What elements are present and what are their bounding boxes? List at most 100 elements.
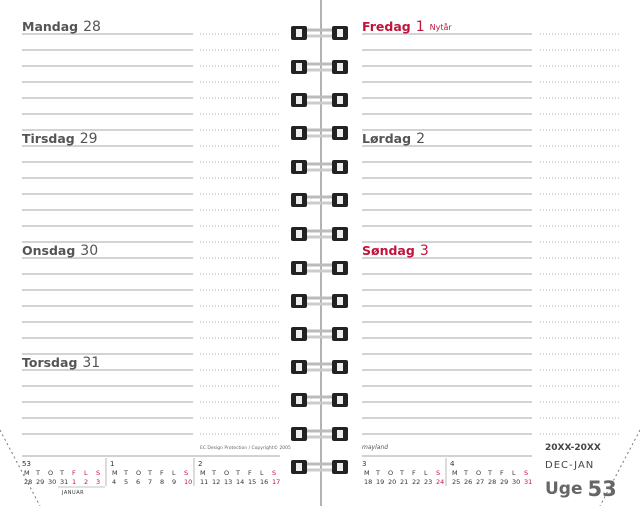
- date: 12: [212, 478, 220, 486]
- weekday-letter: F: [412, 469, 416, 477]
- weekday-letter: L: [172, 469, 176, 477]
- day-number: 29: [80, 131, 98, 147]
- date: 28: [488, 478, 496, 486]
- cut-line: [599, 429, 640, 506]
- date: 4: [112, 478, 116, 486]
- copyright: EC Design Protection / Copyright© 2005: [200, 444, 291, 451]
- date: 27: [476, 478, 484, 486]
- weekday-letter: O: [388, 469, 393, 477]
- date: 21: [400, 478, 408, 486]
- day-number: 30: [80, 243, 98, 259]
- ring-wire: [296, 330, 302, 338]
- day-note: Nytår: [430, 22, 453, 32]
- weekday-letter: T: [487, 469, 492, 477]
- date: 8: [160, 478, 164, 486]
- weekday-letter: M: [24, 469, 30, 477]
- date: 13: [224, 478, 232, 486]
- weekday-letter: T: [211, 469, 216, 477]
- ring-wire: [296, 129, 302, 137]
- date: 23: [424, 478, 432, 486]
- weekday-letter: T: [399, 469, 404, 477]
- week-label: 3: [362, 460, 366, 468]
- ring-wire: [337, 297, 343, 305]
- weekday-letter: T: [123, 469, 128, 477]
- day-name: Lørdag: [362, 131, 411, 146]
- week-label: 4: [450, 460, 455, 468]
- ring-wire: [337, 230, 343, 238]
- ring-wire: [337, 129, 343, 137]
- date: 20: [388, 478, 396, 486]
- day-name: Mandag: [22, 19, 78, 34]
- weekday-letter: L: [260, 469, 264, 477]
- date: 24: [436, 478, 444, 486]
- date: 2: [84, 478, 88, 486]
- date: 11: [200, 478, 208, 486]
- weekday-letter: S: [272, 469, 276, 477]
- weekday-letter: M: [364, 469, 370, 477]
- date: 31: [524, 478, 532, 486]
- ring-wire: [296, 163, 302, 171]
- ring-wire: [337, 163, 343, 171]
- date: 26: [464, 478, 472, 486]
- weekday-letter: F: [500, 469, 504, 477]
- ring-wire: [337, 63, 343, 71]
- date: 29: [36, 478, 44, 486]
- ring-wire: [296, 396, 302, 404]
- day-name: Torsdag: [22, 355, 77, 370]
- weekday-letter: T: [59, 469, 64, 477]
- date: 29: [500, 478, 508, 486]
- weekday-letter: O: [476, 469, 481, 477]
- day-name: Søndag: [362, 243, 415, 258]
- ring-wire: [337, 196, 343, 204]
- ring-wire: [337, 363, 343, 371]
- date: 5: [124, 478, 128, 486]
- ruled-lines: [22, 33, 620, 435]
- date: 30: [48, 478, 56, 486]
- ring-wire: [337, 330, 343, 338]
- weekday-letter: T: [235, 469, 240, 477]
- weekday-letter: T: [35, 469, 40, 477]
- ring-wire: [337, 96, 343, 104]
- day-number: 31: [82, 355, 100, 371]
- date: 31: [60, 478, 68, 486]
- week-label: 53: [22, 460, 31, 468]
- date: 3: [96, 478, 100, 486]
- date: 19: [376, 478, 384, 486]
- ring-wire: [337, 396, 343, 404]
- weekday-letter: T: [463, 469, 468, 477]
- weekday-letter: L: [424, 469, 428, 477]
- weekday-letter: S: [96, 469, 100, 477]
- weekday-letter: L: [84, 469, 88, 477]
- spiral-binding: [291, 26, 348, 474]
- weekday-letter: S: [436, 469, 440, 477]
- ring-wire: [296, 96, 302, 104]
- brand: mayland: [362, 444, 388, 451]
- month-label: JANUAR: [61, 490, 84, 496]
- years: 20XX-20XX: [545, 443, 601, 453]
- cut-line: [0, 429, 41, 506]
- date: 15: [248, 478, 256, 486]
- date: 30: [512, 478, 520, 486]
- date: 28: [24, 478, 32, 486]
- weekday-letter: T: [375, 469, 380, 477]
- weekday-letter: S: [524, 469, 528, 477]
- weekday-letter: M: [452, 469, 458, 477]
- ring-wire: [296, 63, 302, 71]
- date: 7: [148, 478, 152, 486]
- date: 1: [72, 478, 76, 486]
- date: 18: [364, 478, 372, 486]
- week-label: 2: [198, 460, 202, 468]
- day-number: 2: [416, 131, 425, 147]
- weekday-letter: M: [112, 469, 118, 477]
- date: 10: [184, 478, 192, 486]
- ring-wire: [296, 430, 302, 438]
- ring-wire: [337, 29, 343, 37]
- weekday-letter: S: [184, 469, 188, 477]
- ring-wire: [337, 430, 343, 438]
- weekday-letter: F: [72, 469, 76, 477]
- date: 9: [172, 478, 176, 486]
- ring-wire: [296, 297, 302, 305]
- weekday-letter: L: [512, 469, 516, 477]
